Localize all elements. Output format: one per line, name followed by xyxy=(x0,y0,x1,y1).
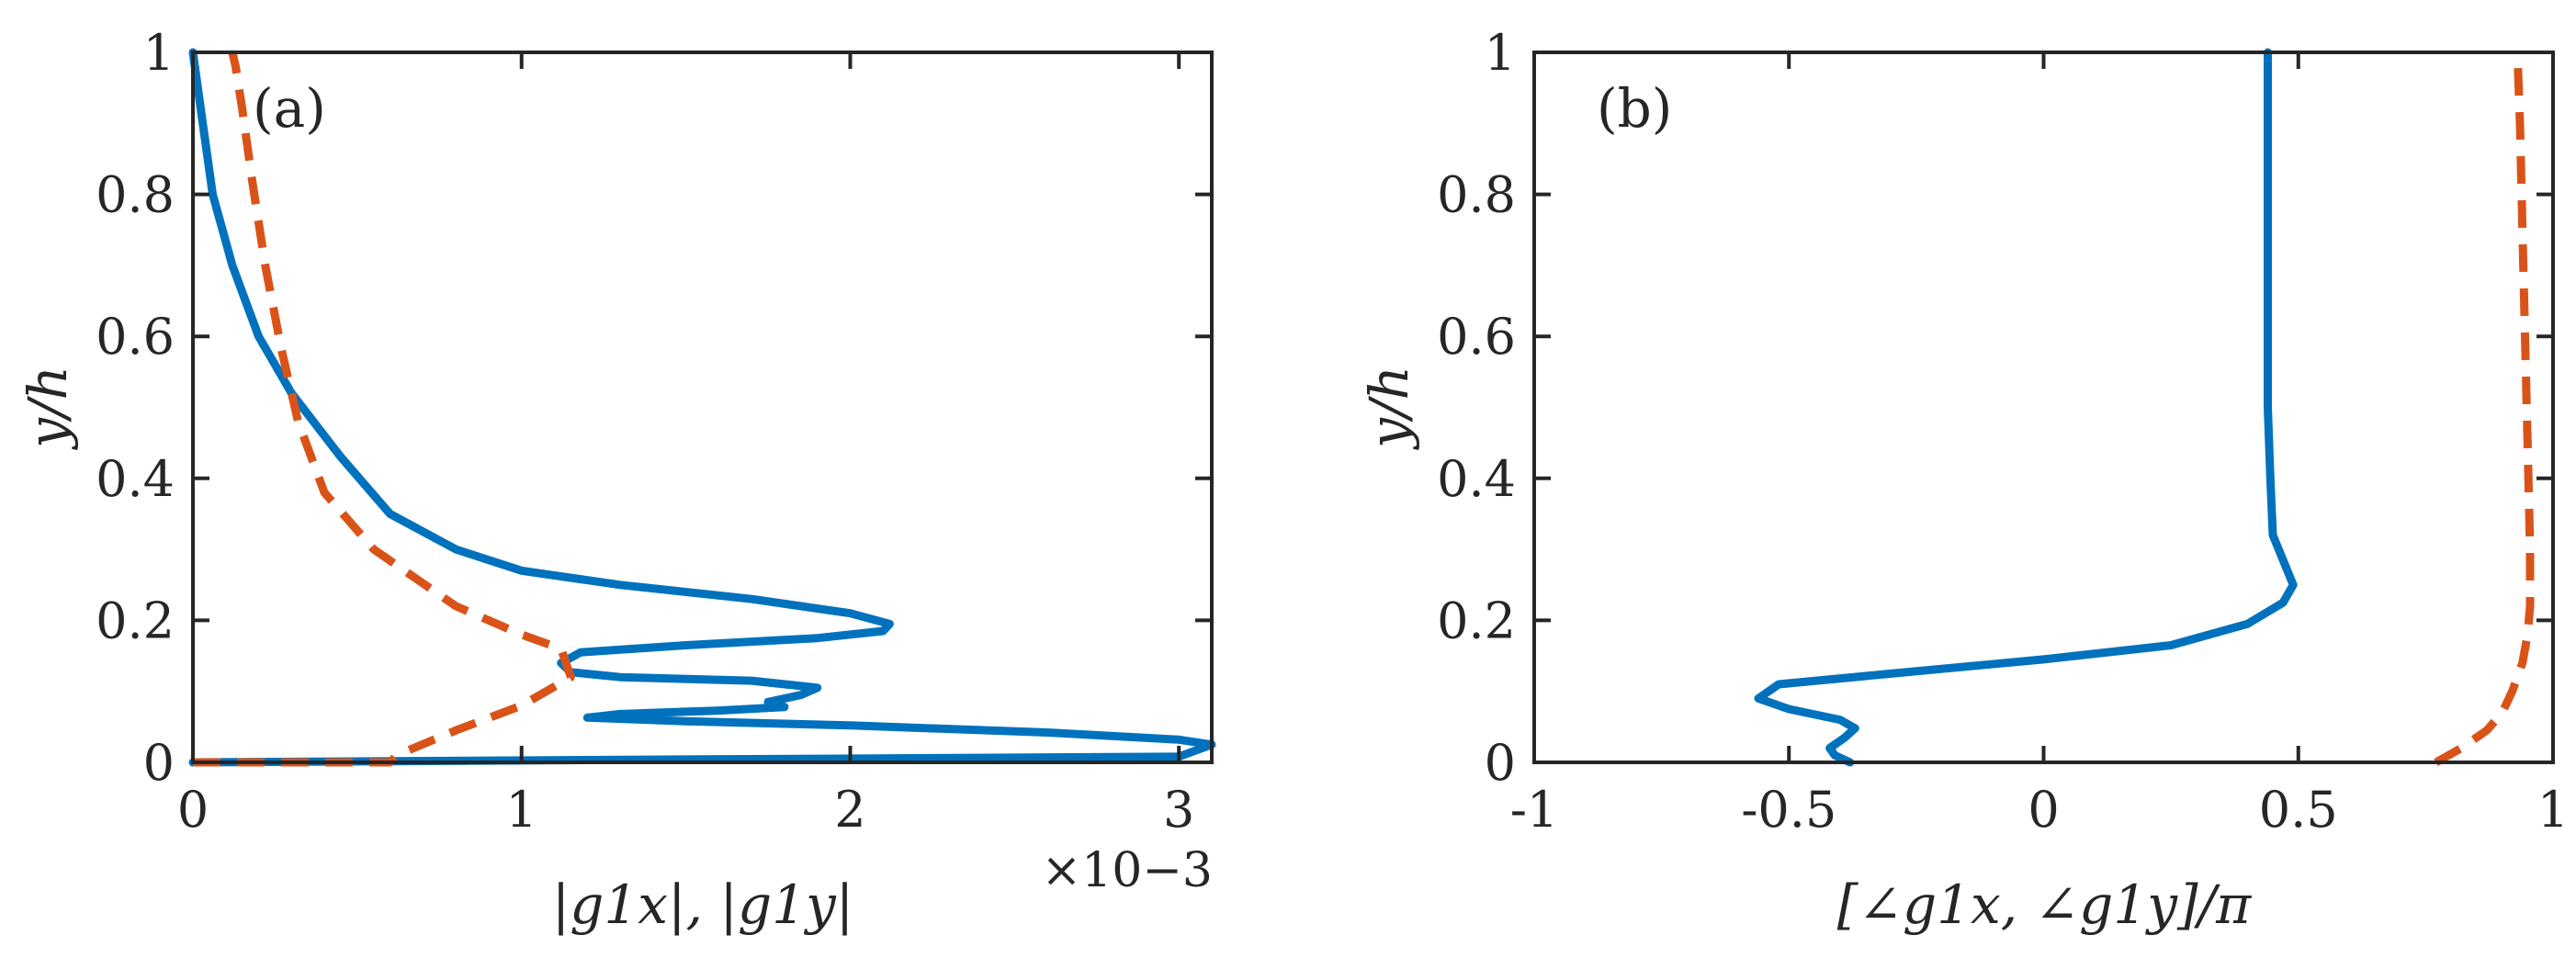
x-exponent-label-a: ×10−3 xyxy=(1042,843,1213,898)
x-tick-label-b-1: -0.5 xyxy=(1741,781,1836,839)
y-tick-label-b-4: 0.8 xyxy=(1437,166,1516,224)
x-tick-label-a-3: 3 xyxy=(1163,781,1194,839)
x-tick-label-a-1: 1 xyxy=(506,781,537,839)
series-line-a-1 xyxy=(193,52,571,762)
series-line-b-0 xyxy=(1758,52,2293,762)
x-axis-label-a: |g1x|, |g1y| xyxy=(552,873,854,936)
chart-panel-a: 0 1 2 300.20.40.60.81 (a) |g1x|, |g1y| y/h … xyxy=(17,24,1213,936)
panel-label-b: (b) xyxy=(1597,77,1672,140)
panel-label-a: (a) xyxy=(253,77,326,140)
x-tick-label-a-2: 2 xyxy=(834,781,865,839)
series-line-b-1 xyxy=(2436,52,2531,762)
y-tick-label-b-1: 0.2 xyxy=(1437,592,1516,649)
y-tick-label-a-4: 0.8 xyxy=(96,166,175,224)
series-group-a xyxy=(193,52,1212,762)
ticks-group-b: -1 -0.5 0 0.5 1 0 0.2 0.4 0.6 0.8 1 xyxy=(1437,24,2569,839)
y-tick-label-a-0: 0 xyxy=(143,734,175,792)
y-tick-label-a-3: 0.6 xyxy=(96,308,175,366)
series-line-a-0 xyxy=(193,52,1212,762)
y-tick-label-b-3: 0.6 xyxy=(1437,308,1516,366)
y-tick-label-b-5: 1 xyxy=(1485,24,1516,82)
y-tick-label-a-5: 1 xyxy=(143,24,175,82)
y-axis-label-a: y/h xyxy=(17,366,79,451)
y-tick-label-b-2: 0.4 xyxy=(1437,450,1516,508)
x-tick-label-b-0: -1 xyxy=(1510,781,1559,839)
series-group-b xyxy=(1758,52,2530,762)
plot-frame-a xyxy=(193,52,1212,762)
x-tick-label-b-3: 0.5 xyxy=(2259,781,2338,839)
y-axis-label-b: y/h xyxy=(1358,366,1420,451)
x-tick-label-b-4: 1 xyxy=(2537,781,2569,839)
x-axis-label-b: [∠g1x, ∠g1y]/π xyxy=(1837,873,2252,936)
y-tick-label-a-1: 0.2 xyxy=(96,592,175,649)
y-tick-label-a-2: 0.4 xyxy=(96,450,175,508)
figure: 0 1 2 300.20.40.60.81 (a) |g1x|, |g1y| y/h … xyxy=(0,0,2576,958)
y-tick-label-b-0: 0 xyxy=(1485,734,1516,792)
x-tick-label-b-2: 0 xyxy=(2028,781,2059,839)
x-tick-label-a-0: 0 xyxy=(177,781,209,839)
chart-panel-b: -1 -0.5 0 0.5 1 0 0.2 0.4 0.6 0.8 1 (b) [∠g1x, ∠g1… xyxy=(1358,24,2569,936)
